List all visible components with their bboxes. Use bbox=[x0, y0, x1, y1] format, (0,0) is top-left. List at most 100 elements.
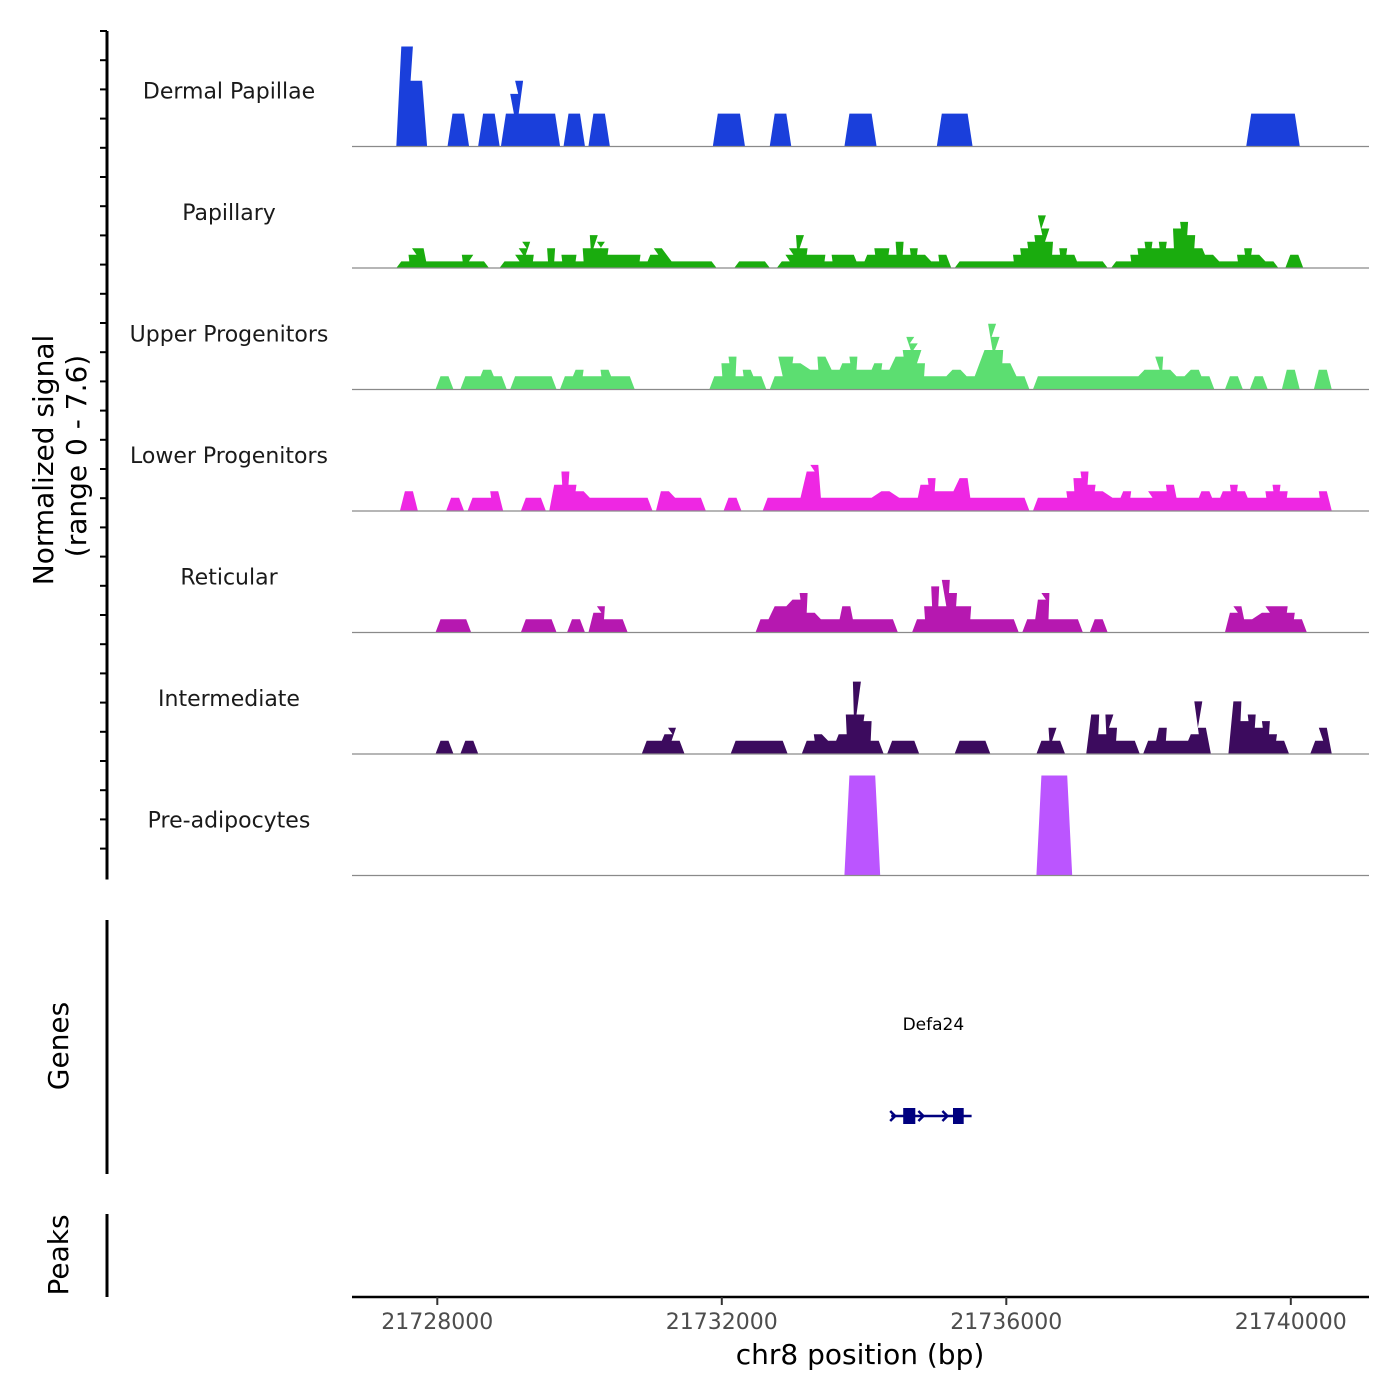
gene-label: Defa24 bbox=[903, 1015, 965, 1035]
coverage-peak bbox=[435, 619, 472, 633]
coverage-peak bbox=[1111, 221, 1279, 268]
track-label: Pre-adipocytes bbox=[148, 809, 311, 834]
coverage-peak bbox=[912, 579, 1019, 633]
x-tick-label: 21740000 bbox=[1235, 1310, 1347, 1335]
coverage-peak bbox=[549, 471, 653, 511]
track-label: Intermediate bbox=[158, 687, 300, 712]
coverage-track: Dermal Papillae bbox=[143, 46, 1369, 148]
gene-exon bbox=[903, 1108, 916, 1124]
genes-panel-label: Genes bbox=[42, 1002, 75, 1090]
y-axis-title: Normalized signal bbox=[27, 335, 60, 586]
coverage-peak bbox=[435, 376, 454, 390]
coverage-peak bbox=[1143, 701, 1211, 754]
coverage-peak bbox=[588, 606, 628, 633]
coverage-peak bbox=[1313, 369, 1332, 390]
coverage-peak bbox=[467, 491, 504, 511]
coverage-peak bbox=[844, 113, 877, 147]
coverage-peak bbox=[520, 497, 546, 511]
x-tick-label: 21736000 bbox=[950, 1310, 1062, 1335]
coverage-peak bbox=[1246, 113, 1300, 147]
track-label: Papillary bbox=[182, 201, 276, 226]
x-tick-label: 21728000 bbox=[381, 1310, 493, 1335]
coverage-peak bbox=[655, 491, 706, 511]
coverage-peak bbox=[1089, 619, 1108, 633]
coverage-peak bbox=[762, 464, 1030, 511]
coverage-peak bbox=[641, 727, 685, 754]
coverage-peak bbox=[712, 113, 745, 147]
coverage-peak bbox=[396, 248, 489, 268]
coverage-peak bbox=[801, 681, 884, 754]
gene: Defa24 bbox=[889, 1015, 972, 1124]
x-axis-title: chr8 position (bp) bbox=[736, 1338, 985, 1371]
coverage-peak bbox=[709, 356, 767, 390]
coverage-peak bbox=[954, 740, 991, 754]
y-axis-range-label: (range 0 - 7.6) bbox=[60, 355, 93, 557]
strand-arrow bbox=[889, 1110, 897, 1122]
coverage-track: Upper Progenitors bbox=[130, 323, 1369, 391]
peaks-panel-label: Peaks bbox=[42, 1214, 75, 1295]
coverage-peak bbox=[1281, 369, 1300, 390]
coverage-peak bbox=[510, 376, 557, 390]
coverage-peak bbox=[447, 113, 470, 147]
x-tick: 21736000 bbox=[950, 1297, 1062, 1335]
coverage-peak bbox=[520, 619, 557, 633]
coverage-peak bbox=[730, 740, 788, 754]
coverage-peak bbox=[460, 369, 507, 390]
coverage-track: Papillary bbox=[182, 201, 1369, 269]
coverage-peak bbox=[460, 740, 479, 754]
x-tick-label: 21732000 bbox=[666, 1310, 778, 1335]
x-tick: 21732000 bbox=[666, 1297, 778, 1335]
coverage-peak bbox=[1036, 727, 1066, 754]
coverage-peak bbox=[1249, 376, 1268, 390]
x-tick: 21740000 bbox=[1235, 1297, 1347, 1335]
coverage-peak bbox=[435, 740, 454, 754]
strand-arrow bbox=[917, 1110, 926, 1122]
coverage-peak bbox=[887, 740, 920, 754]
coverage-peak bbox=[954, 215, 1108, 268]
coverage-peak bbox=[1036, 775, 1073, 876]
coverage-tracks: Dermal Papillae Papillary Upper Progenitor… bbox=[130, 46, 1369, 877]
track-label: Dermal Papillae bbox=[143, 80, 315, 105]
coverage-y-axis bbox=[100, 30, 109, 880]
coverage-peak bbox=[478, 113, 500, 147]
coverage-peak bbox=[1086, 714, 1140, 754]
coverage-track: Reticular bbox=[180, 566, 1369, 634]
coverage-peak bbox=[1022, 593, 1083, 633]
coverage-track: Pre-adipocytes bbox=[148, 775, 1369, 877]
coverage-peak bbox=[844, 775, 881, 876]
coverage-peak bbox=[500, 80, 561, 147]
coverage-peak bbox=[396, 46, 428, 147]
coverage-peak bbox=[755, 593, 898, 633]
coverage-peak bbox=[567, 619, 585, 633]
coverage-peak bbox=[769, 323, 1030, 390]
coverage-peak bbox=[499, 235, 717, 268]
coverage-track: Lower Progenitors bbox=[130, 444, 1369, 512]
coverage-peak bbox=[936, 113, 973, 147]
coverage-peak bbox=[769, 113, 792, 147]
gene-track: Defa24 bbox=[889, 1015, 972, 1124]
coverage-peak bbox=[446, 497, 465, 511]
coverage-peak bbox=[1228, 701, 1290, 754]
coverage-peak bbox=[776, 235, 952, 268]
coverage-peak bbox=[399, 491, 418, 511]
coverage-peak bbox=[588, 113, 610, 147]
coverage-peak bbox=[563, 113, 585, 147]
coverage-peak bbox=[734, 261, 770, 268]
x-axis-ticks: 21728000 21732000 21736000 21740000 bbox=[381, 1297, 1347, 1335]
track-label: Upper Progenitors bbox=[130, 323, 329, 348]
track-label: Reticular bbox=[180, 566, 278, 591]
coverage-peak bbox=[1224, 376, 1243, 390]
coverage-peak bbox=[1310, 727, 1332, 754]
coverage-peak bbox=[1224, 606, 1307, 633]
coverage-peak bbox=[1285, 254, 1304, 268]
coverage-peak bbox=[723, 497, 742, 511]
coverage-track: Intermediate bbox=[158, 681, 1369, 755]
coverage-peak bbox=[559, 369, 635, 390]
coverage-peak bbox=[1032, 471, 1332, 511]
gene-exon bbox=[953, 1108, 964, 1124]
strand-arrow bbox=[941, 1110, 950, 1122]
coverage-peak bbox=[1032, 356, 1215, 390]
x-tick: 21728000 bbox=[381, 1297, 493, 1335]
track-label: Lower Progenitors bbox=[130, 444, 328, 469]
